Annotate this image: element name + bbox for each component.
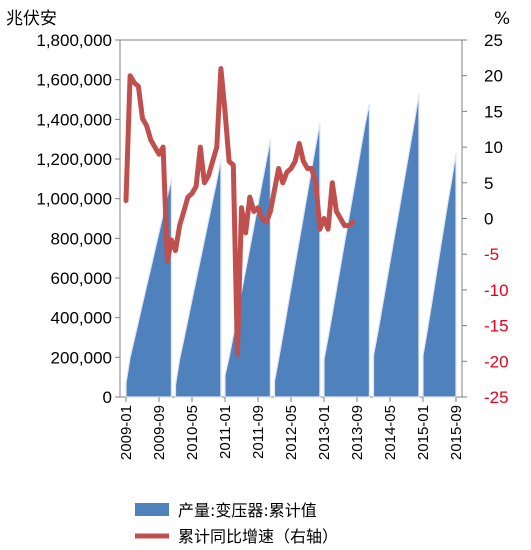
plot-area: 0 200,000 400,000 600,000 800,000 1,000,000 1,… [36,31,508,460]
right-tick-label: -10 [484,281,509,300]
x-tick-label: 2013-09 [349,405,366,460]
left-tick-label: 1,600,000 [36,71,112,90]
right-tick-label: -15 [484,317,509,336]
right-tick-label: 0 [484,210,493,229]
left-tick-label: 1,000,000 [36,190,112,209]
left-tick-label: 1,200,000 [36,150,112,169]
left-tick-label: 1,800,000 [36,31,112,50]
x-tick-label: 2014-05 [382,405,399,460]
x-tick-label: 2015-09 [448,405,465,460]
right-tick-label: -25 [484,388,509,407]
x-tick-label: 2011-01 [217,405,234,459]
x-tick-label: 2013-01 [316,405,333,460]
x-tick-label: 2015-01 [415,405,432,460]
right-tick-label: 15 [484,102,503,121]
area-segment-2015 [422,152,457,398]
x-tick-label: 2009-01 [118,405,135,460]
area-segment-2009 [125,178,172,398]
growth-line [123,66,356,357]
x-tick-label: 2011-09 [250,405,267,459]
right-axis-unit: % [494,9,510,29]
area-segment-2012 [273,123,321,398]
right-tick-label: -5 [484,245,499,264]
left-tick-label: 200,000 [51,348,112,367]
right-tick-label: 10 [484,138,503,157]
left-axis-unit: 兆伏安 [6,9,57,29]
area-segment-2010 [174,158,222,398]
right-tick-label: 25 [484,31,503,50]
x-tick-label: 2012-05 [283,405,300,460]
legend-label-line: 累计同比增速（右轴） [178,527,338,546]
right-tick-label: 20 [484,67,503,86]
left-tick-label: 600,000 [51,269,112,288]
x-tick-label: 2009-09 [151,405,168,460]
area-segment-2013 [323,103,370,398]
x-tick-label: 2010-05 [184,405,201,460]
legend-swatch-area [135,503,169,516]
left-tick-label: 0 [103,388,112,407]
right-tick-label: -20 [484,352,509,371]
right-tick-label: 5 [484,174,493,193]
legend-label-area: 产量:变压器:累计值 [178,501,317,520]
left-tick-label: 1,400,000 [36,110,112,129]
area-segment-2014 [372,93,420,398]
legend: 产量:变压器:累计值 累计同比增速（右轴） [135,501,338,546]
left-tick-label: 400,000 [51,309,112,328]
left-tick-label: 800,000 [51,229,112,248]
